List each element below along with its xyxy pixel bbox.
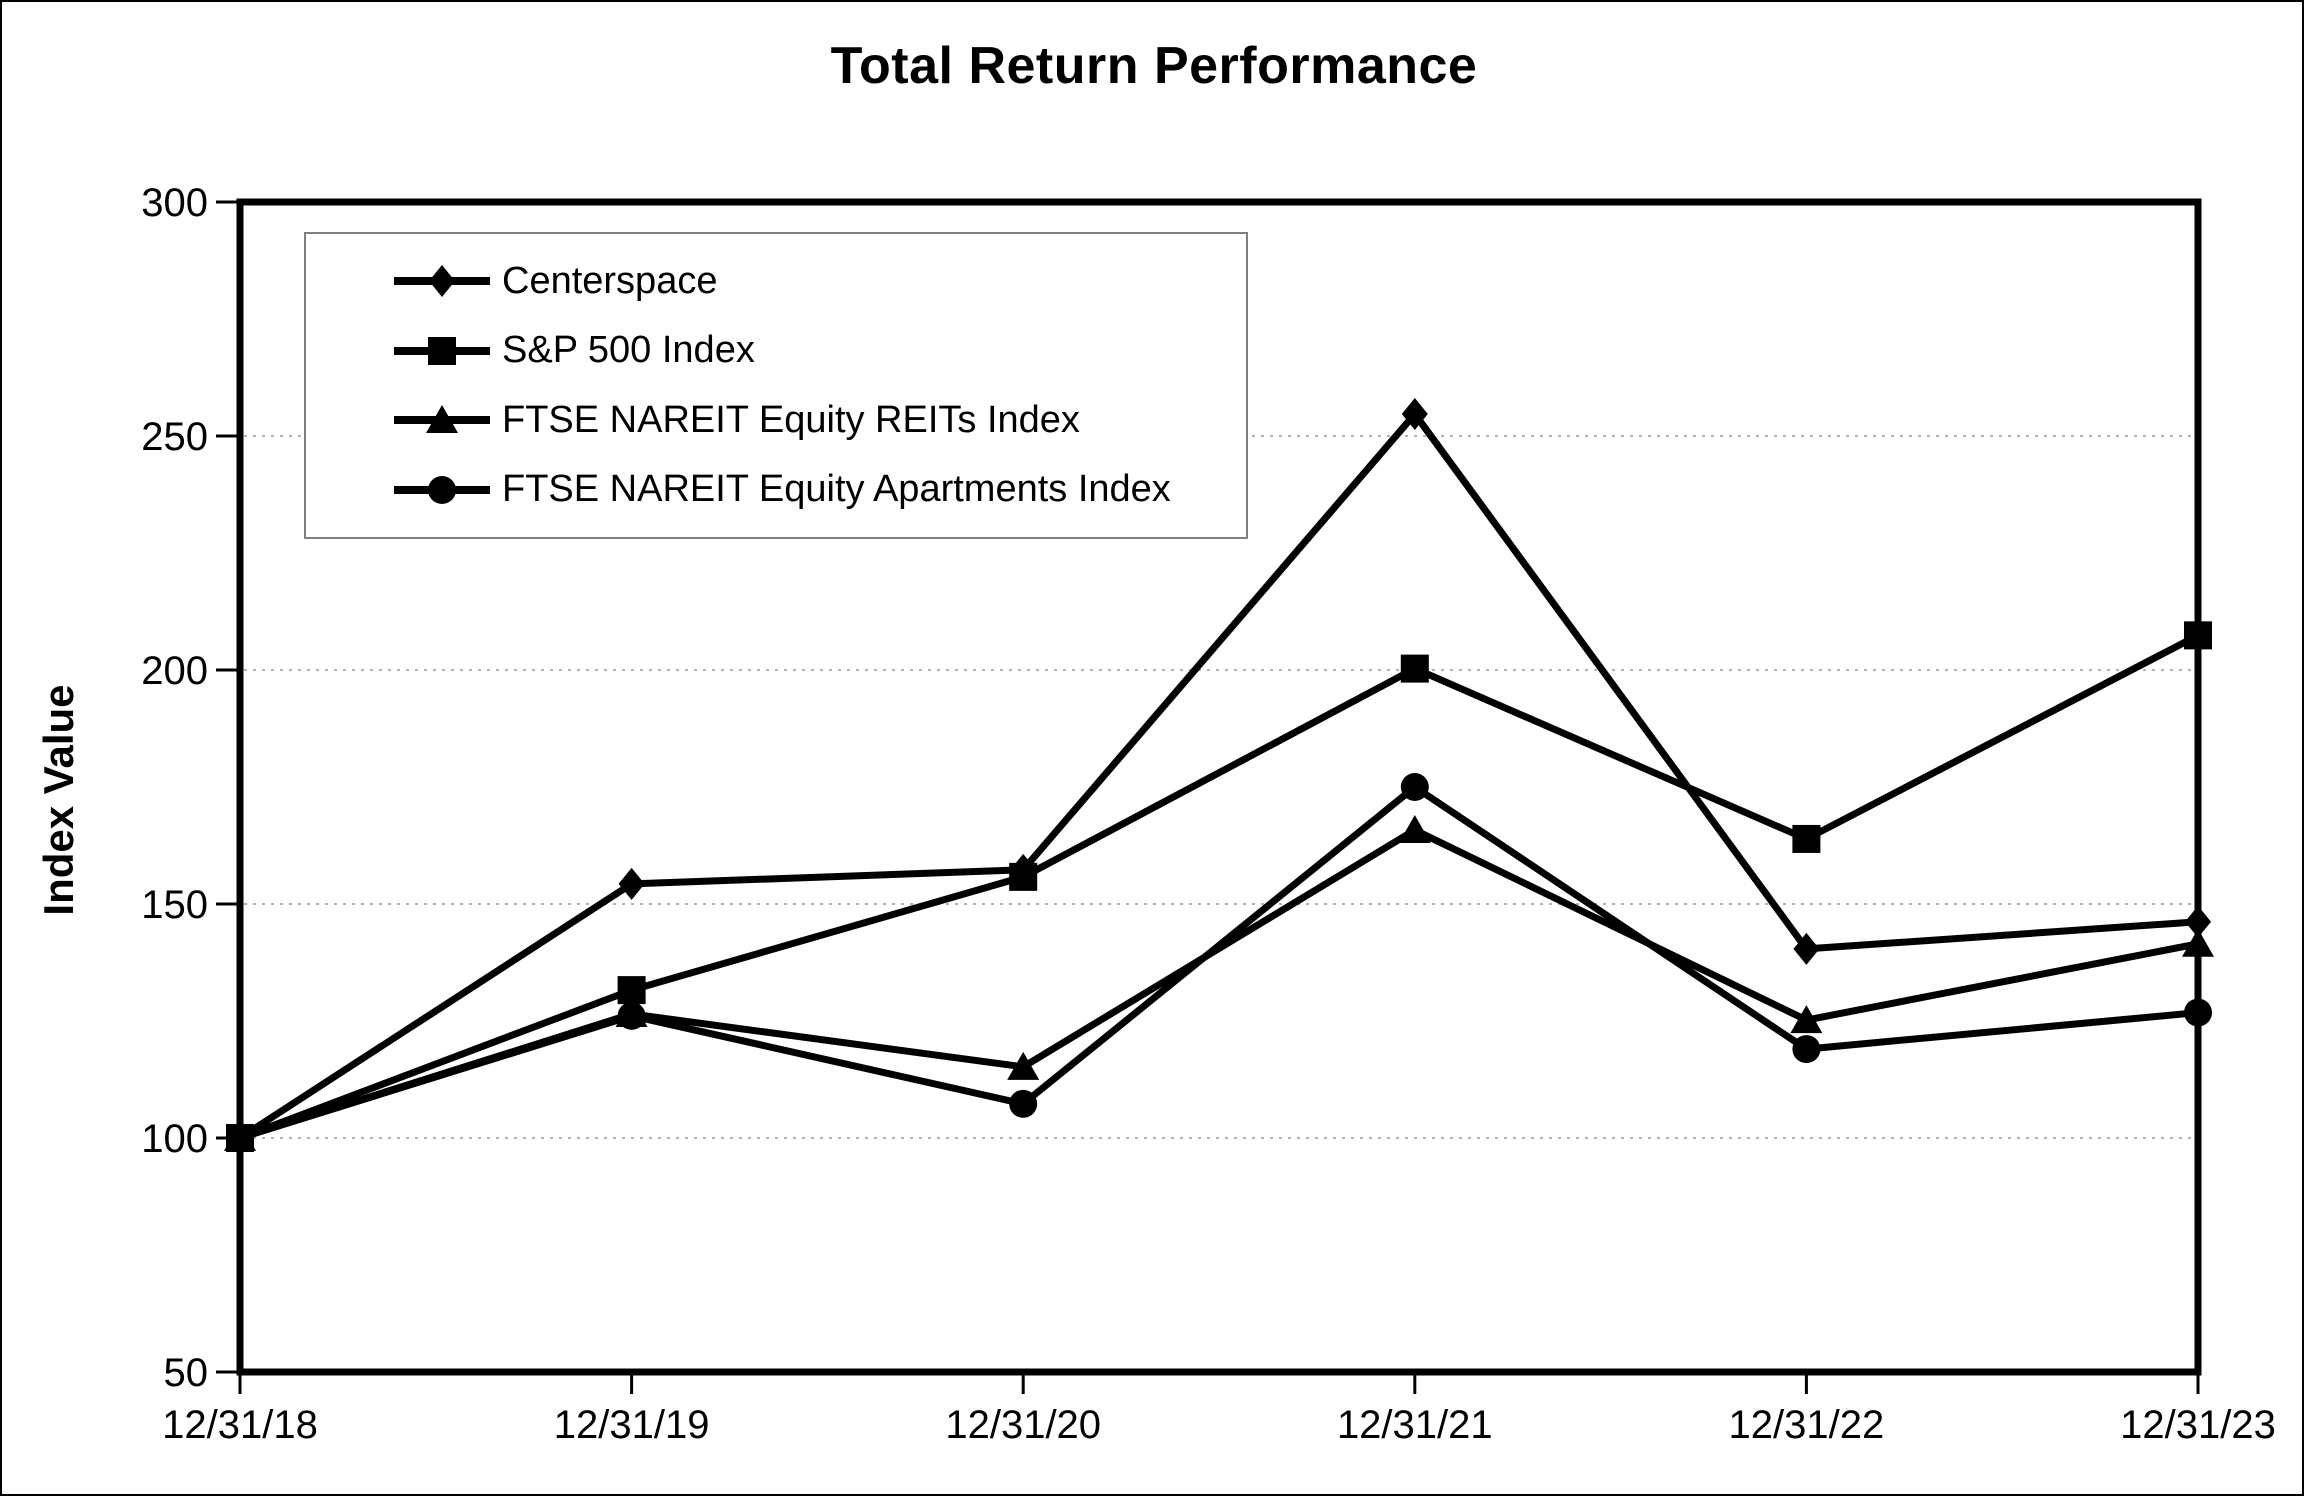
triangle-marker-icon (1398, 815, 1431, 844)
x-tick-label-12-31-18: 12/31/18 (162, 1403, 318, 1447)
diamond-marker-icon (429, 265, 455, 298)
legend-swatch-triangle (394, 405, 490, 434)
y-tick-label-300: 300 (141, 181, 208, 225)
chart-title: Total Return Performance (830, 37, 1478, 95)
legend-item-ftse-nareit-equity-reits-index: FTSE NAREIT Equity REITs Index (394, 398, 1246, 442)
diamond-marker-icon (2185, 905, 2211, 938)
square-marker-icon (1009, 862, 1038, 891)
x-tick-label-12-31-23: 12/31/23 (2120, 1403, 2276, 1447)
series-line-s-p-500-index (238, 632, 2200, 1142)
square-marker-icon (1792, 824, 1821, 853)
legend-item-centerspace: Centerspace (394, 259, 1246, 303)
plot-border (236, 198, 2202, 1376)
circle-marker-icon (617, 1001, 646, 1030)
x-tick-label-12-31-22: 12/31/22 (1729, 1403, 1885, 1447)
triangle-marker-icon (1790, 1005, 1823, 1034)
legend-swatch-square (394, 336, 490, 365)
y-tick-label-250: 250 (141, 415, 208, 459)
circle-marker-icon (1400, 773, 1429, 801)
square-marker-icon (1400, 654, 1429, 683)
legend-label: Centerspace (502, 259, 718, 302)
square-marker-icon (2184, 621, 2212, 650)
legend-label: FTSE NAREIT Equity REITs Index (502, 398, 1080, 441)
diamond-marker-icon (618, 867, 645, 900)
circle-marker-icon (1009, 1089, 1038, 1118)
legend-label: S&P 500 Index (502, 329, 755, 372)
series-line-centerspace (238, 410, 2199, 1141)
y-tick-label-50: 50 (164, 1351, 209, 1395)
diamond-marker-icon (1401, 398, 1428, 431)
series-line-ftse-nareit-equity-apartments-index (238, 783, 2199, 1142)
x-tick-label-12-31-19: 12/31/19 (554, 1403, 710, 1447)
square-marker-icon (428, 336, 456, 365)
y-tick-label-200: 200 (141, 649, 208, 693)
circle-marker-icon (226, 1124, 254, 1152)
legend-item-s-p-500-index: S&P 500 Index (394, 329, 1246, 373)
legend-swatch-circle (394, 475, 490, 504)
y-tick-label-100: 100 (141, 1117, 208, 1161)
circle-marker-icon (1792, 1035, 1821, 1064)
chart-legend: Centerspace S&P 500 Index FTSE NAREIT Equi… (304, 232, 1248, 539)
y-tick-label-150: 150 (141, 883, 208, 927)
triangle-marker-icon (426, 405, 458, 434)
diamond-marker-icon (1793, 932, 1820, 965)
legend-item-ftse-nareit-equity-apartments-index: FTSE NAREIT Equity Apartments Index (394, 468, 1246, 512)
x-tick-label-12-31-20: 12/31/20 (945, 1403, 1101, 1447)
circle-marker-icon (428, 475, 456, 504)
triangle-marker-icon (1007, 1051, 1040, 1080)
series-line-ftse-nareit-equity-reits-index (238, 826, 2199, 1142)
legend-label: FTSE NAREIT Equity Apartments Index (502, 468, 1171, 511)
legend-swatch-diamond (394, 265, 490, 298)
circle-marker-icon (2184, 998, 2212, 1027)
x-tick-label-12-31-21: 12/31/21 (1337, 1403, 1493, 1447)
triangle-marker-icon (2182, 928, 2214, 957)
